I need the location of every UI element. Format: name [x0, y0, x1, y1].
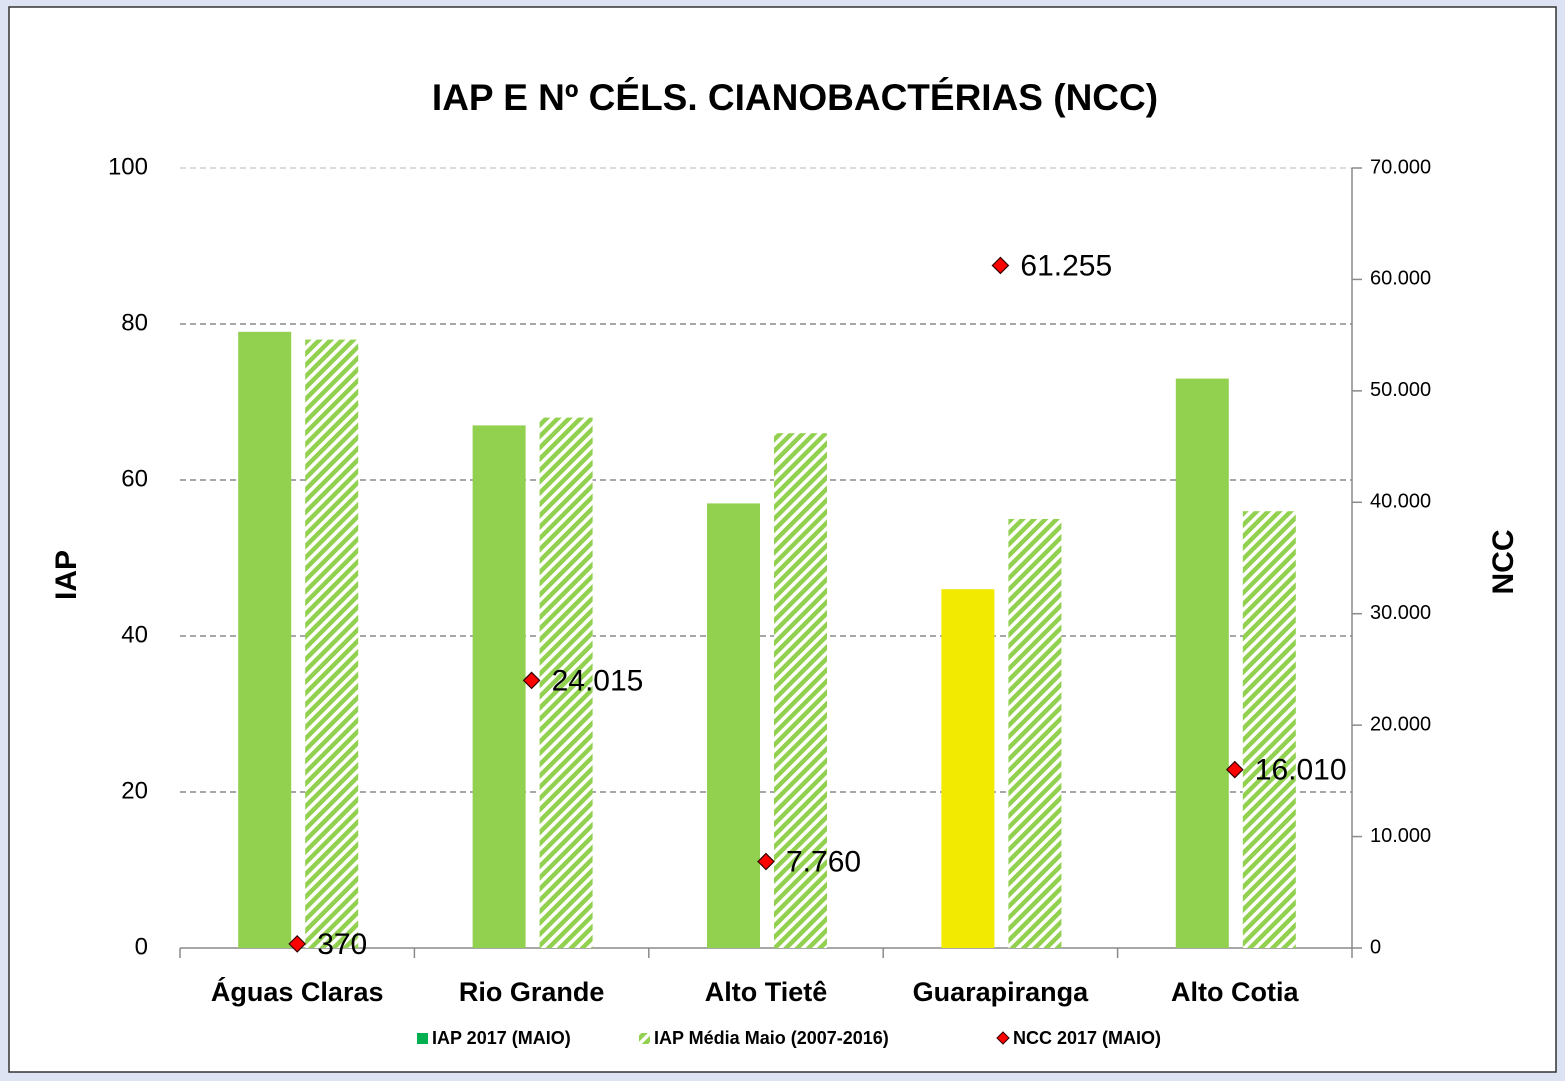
y-tick-label: 100 — [108, 153, 148, 180]
y2-tick-label: 10.000 — [1370, 825, 1431, 847]
x-tick-label: Águas Claras — [211, 976, 384, 1007]
bar — [305, 339, 359, 949]
bar — [1008, 519, 1062, 948]
data-label: 7.760 — [786, 845, 861, 878]
y-tick-label: 80 — [121, 309, 148, 336]
y2-axis-title: NCC — [1487, 530, 1520, 595]
marker — [991, 256, 1010, 275]
data-label: 24.015 — [552, 664, 644, 697]
y2-tick-label: 0 — [1370, 936, 1381, 958]
legend-label: IAP 2017 (MAIO) — [432, 1028, 571, 1048]
chart-title: IAP E Nº CÉLS. CIANOBACTÉRIAS (NCC) — [432, 77, 1158, 118]
bar — [539, 417, 593, 949]
marker — [1225, 760, 1244, 779]
y2-tick-label: 50.000 — [1370, 379, 1431, 401]
y-tick-label: 20 — [121, 777, 148, 804]
bar — [707, 503, 760, 948]
bar — [1175, 378, 1229, 949]
y2-tick-label: 20.000 — [1370, 713, 1431, 735]
x-tick-label: Alto Cotia — [1171, 977, 1299, 1007]
y-tick-label: 40 — [121, 621, 148, 648]
y-tick-label: 0 — [135, 933, 148, 960]
data-label: 16.010 — [1255, 754, 1347, 787]
bar — [472, 425, 526, 948]
y2-tick-label: 40.000 — [1370, 491, 1431, 513]
marker — [522, 671, 541, 690]
legend-label: IAP Média Maio (2007-2016) — [654, 1028, 889, 1048]
y2-tick-label: 70.000 — [1370, 156, 1431, 178]
bar — [238, 331, 292, 948]
x-tick-label: Guarapiranga — [913, 977, 1090, 1007]
legend-swatch — [996, 1031, 1010, 1045]
legend-swatch — [639, 1033, 650, 1044]
y-tick-label: 60 — [121, 465, 148, 492]
marker — [288, 935, 307, 953]
y2-tick-label: 60.000 — [1370, 268, 1431, 290]
legend-label: NCC 2017 (MAIO) — [1013, 1028, 1161, 1048]
bar — [941, 589, 995, 948]
bar — [1242, 511, 1296, 948]
x-tick-label: Rio Grande — [459, 977, 605, 1007]
bar — [774, 433, 827, 948]
y-axis-title: IAP — [50, 550, 83, 600]
legend-swatch — [417, 1033, 428, 1044]
data-label: 61.255 — [1020, 249, 1112, 282]
marker — [757, 852, 775, 871]
y2-tick-label: 30.000 — [1370, 602, 1431, 624]
x-tick-label: Alto Tietê — [705, 977, 828, 1007]
data-label: 370 — [317, 928, 367, 961]
